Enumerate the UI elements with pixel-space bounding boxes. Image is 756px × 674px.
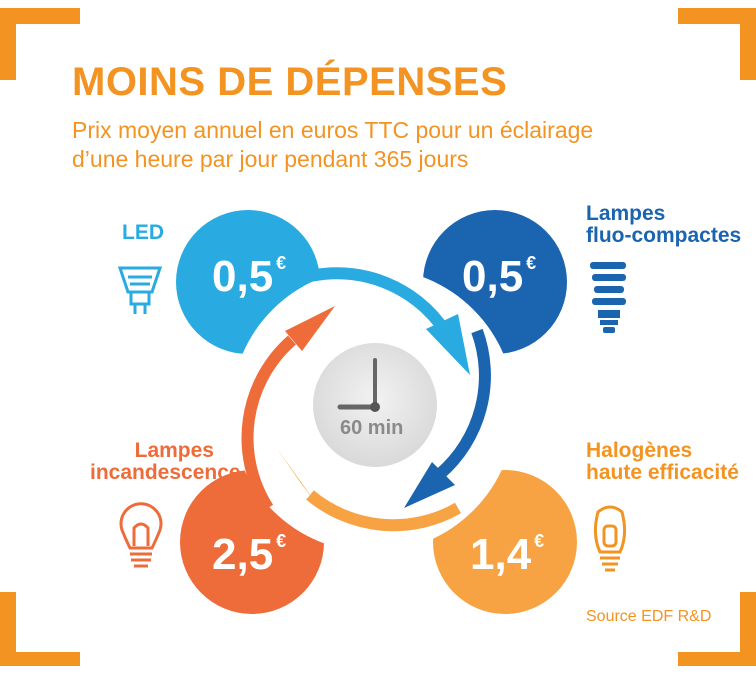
fluo-price: 0,5 € (462, 252, 536, 302)
fluo-label-line-2: fluo-compactes (586, 224, 742, 247)
incandescent-price-value: 2,5 (212, 530, 274, 579)
fluo-label-line-1: Lampes (586, 202, 666, 225)
halogen-label-line-2: haute efficacité (586, 461, 739, 484)
halogen-bulb-icon (593, 505, 627, 572)
arrow-led-to-fluo (280, 267, 445, 328)
halogen-price: 1,4 € (470, 530, 544, 580)
page-subtitle: Prix moyen annuel en euros TTC pour un é… (72, 116, 692, 174)
incandescent-price-currency: € (276, 531, 287, 552)
incandescent-label-line-2: incandescence (90, 461, 241, 484)
frame-corner-top-right (740, 8, 756, 80)
frame-corner-top-left-bar (0, 8, 80, 24)
source-note: Source EDF R&D (586, 608, 712, 625)
led-price-currency: € (276, 253, 287, 274)
arrow-fluo-to-halogen (436, 328, 491, 479)
arrow-halogen-to-incandescent-head (276, 447, 318, 506)
led-spot-bulb-icon (117, 266, 163, 314)
arrow-incandescent-to-led-head (285, 306, 335, 351)
frame-corner-bottom-left (0, 592, 16, 666)
compact-fluorescent-bulb-icon (590, 262, 626, 333)
led-price-value: 0,5 (212, 252, 274, 301)
frame-corner-top-left (0, 8, 16, 80)
halogen-label-line-1: Halogènes (586, 439, 693, 462)
frame-corner-bottom-left-bar (0, 652, 80, 666)
clock-hands-icon (337, 358, 380, 412)
incandescent-bulb-icon (119, 502, 163, 568)
clock-label: 60 min (340, 417, 404, 439)
incandescent-label: Lampes incandescence (90, 439, 241, 484)
fluo-price-currency: € (526, 253, 537, 274)
arrow-halogen-to-incandescent (306, 490, 461, 532)
page-title: MOINS DE DÉPENSES (72, 60, 508, 104)
halogen-price-value: 1,4 (470, 530, 532, 579)
frame-corner-bottom-right-bar (678, 652, 756, 666)
led-label: LED (122, 221, 164, 244)
incandescent-label-line-1: Lampes (134, 439, 214, 462)
frame-corner-bottom-right (740, 592, 756, 666)
incandescent-price: 2,5 € (212, 530, 286, 580)
led-price: 0,5 € (212, 252, 286, 302)
subtitle-line-1: Prix moyen annuel en euros TTC pour un é… (72, 117, 594, 143)
arrow-led-to-fluo-head (426, 314, 470, 375)
arrow-incandescent-to-led (241, 335, 296, 512)
fluo-price-value: 0,5 (462, 252, 524, 301)
fluo-label: Lampes fluo-compactes (586, 203, 741, 247)
subtitle-line-2: d’une heure par jour pendant 365 jours (72, 146, 469, 172)
halogen-price-currency: € (534, 531, 545, 552)
halogen-label: Halogènes haute efficacité (586, 440, 739, 484)
arrow-fluo-to-halogen-head (404, 462, 455, 508)
frame-corner-top-right-bar (678, 8, 756, 24)
